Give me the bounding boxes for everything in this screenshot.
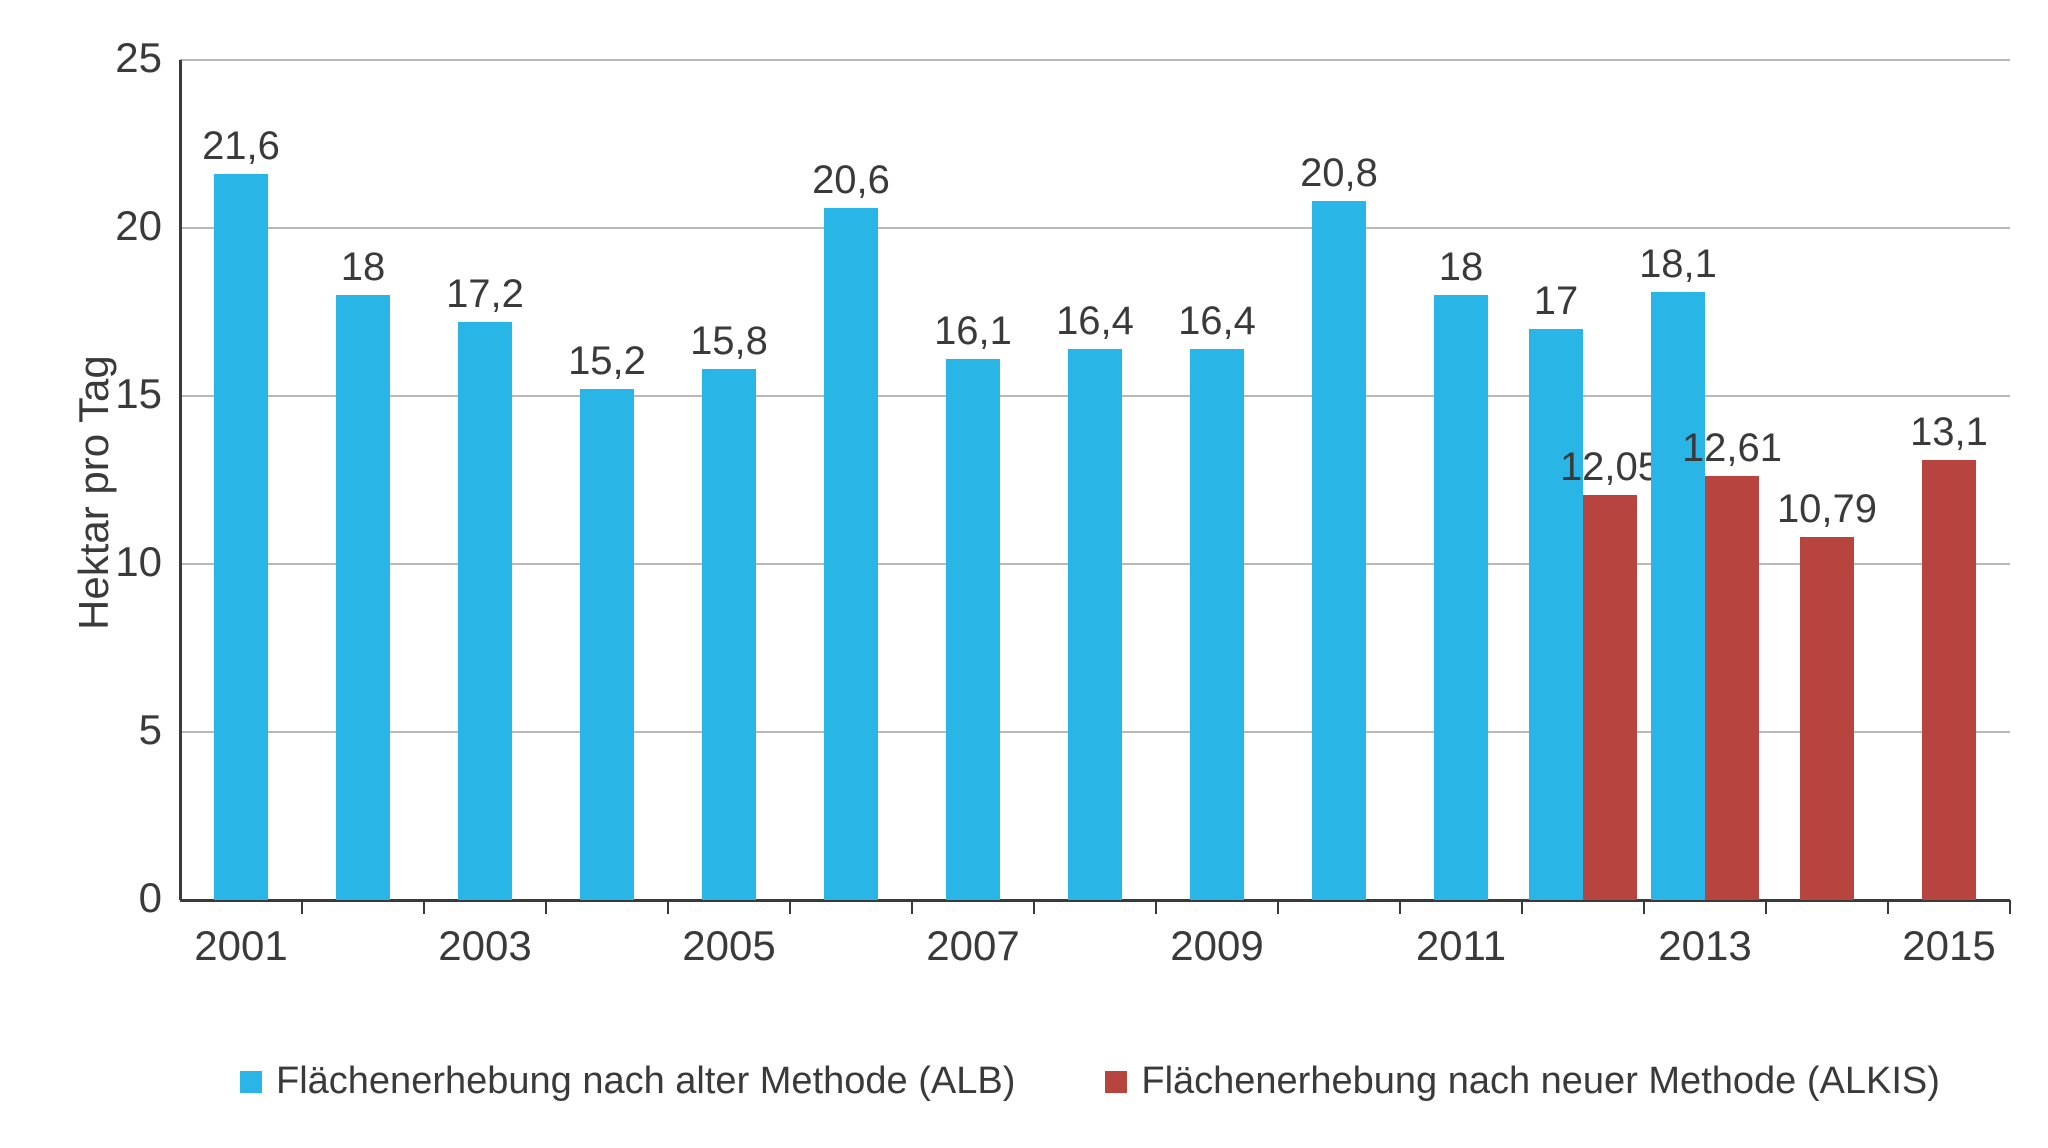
- bar-alb: [336, 295, 390, 900]
- y-tick-label: 15: [115, 370, 162, 418]
- bar-value-label: 16,4: [1157, 299, 1277, 344]
- gridline: [180, 227, 2010, 229]
- x-tick-label: 2015: [1894, 922, 2004, 970]
- bar-alkis: [1922, 460, 1976, 900]
- bar-alb: [702, 369, 756, 900]
- y-tick-label: 5: [139, 706, 162, 754]
- bar-value-label: 18: [303, 245, 423, 290]
- bar-value-label: 16,4: [1035, 299, 1155, 344]
- legend-label: Flächenerhebung nach neuer Methode (ALKI…: [1141, 1060, 1940, 1103]
- x-tick-mark: [301, 900, 303, 914]
- bar-value-label: 17: [1496, 279, 1616, 324]
- x-tick-mark: [911, 900, 913, 914]
- bar-chart: 0 5 10 15 20 25 Hektar pro Tag 21,6 1817,215,215…: [0, 0, 2048, 1148]
- x-tick-label: 2005: [674, 922, 784, 970]
- x-tick-mark: [423, 900, 425, 914]
- y-tick-label: 25: [115, 34, 162, 82]
- gridline: [180, 59, 2010, 61]
- x-tick-label: 2007: [918, 922, 1028, 970]
- bar-value-label: 20,8: [1279, 151, 1399, 196]
- x-tick-mark: [1521, 900, 1523, 914]
- bar-value-label: 17,2: [425, 272, 545, 317]
- bar-alkis: [1705, 476, 1759, 900]
- bar-value-label: 12,61: [1662, 426, 1802, 471]
- bar-alb: [458, 322, 512, 900]
- bar-alb: [1434, 295, 1488, 900]
- x-tick-mark: [2009, 900, 2011, 914]
- y-tick-label: 0: [139, 874, 162, 922]
- x-tick-mark: [545, 900, 547, 914]
- bar-value-label: 15,2: [547, 339, 667, 384]
- bar-value-label: 20,6: [791, 158, 911, 203]
- bar-value-label: 18,1: [1618, 242, 1738, 287]
- y-axis: [179, 60, 182, 900]
- bar-alkis: [1583, 495, 1637, 900]
- x-tick-mark: [1765, 900, 1767, 914]
- bar-value-label: 21,6: [181, 124, 301, 169]
- x-tick-label: 2013: [1650, 922, 1760, 970]
- x-tick-mark: [1887, 900, 1889, 914]
- legend-swatch-icon: [240, 1071, 262, 1093]
- x-tick-label: 2011: [1406, 922, 1516, 970]
- x-tick-label: 2001: [186, 922, 296, 970]
- x-tick-label: 2009: [1162, 922, 1272, 970]
- bar-value-label: 15,8: [669, 319, 789, 364]
- legend-swatch-icon: [1105, 1071, 1127, 1093]
- x-tick-label: 2003: [430, 922, 540, 970]
- legend-item: Flächenerhebung nach neuer Methode (ALKI…: [1105, 1060, 1940, 1103]
- legend-item: Flächenerhebung nach alter Methode (ALB): [240, 1060, 1015, 1103]
- bar-alb: [580, 389, 634, 900]
- bar-alkis: [1800, 537, 1854, 900]
- bar-alb: [214, 174, 268, 900]
- x-tick-mark: [1643, 900, 1645, 914]
- x-tick-mark: [1399, 900, 1401, 914]
- x-tick-mark: [667, 900, 669, 914]
- bar-alb: [824, 208, 878, 900]
- x-tick-mark: [1033, 900, 1035, 914]
- bar-value-label: 13,1: [1879, 410, 2019, 455]
- bar-alb: [1190, 349, 1244, 900]
- bar-alb: [1651, 292, 1705, 900]
- y-tick-label: 20: [115, 202, 162, 250]
- bar-alb: [1068, 349, 1122, 900]
- bar-value-label: 16,1: [913, 309, 1033, 354]
- legend: Flächenerhebung nach alter Methode (ALB)…: [240, 1060, 1940, 1103]
- x-tick-mark: [1155, 900, 1157, 914]
- x-tick-mark: [789, 900, 791, 914]
- y-tick-label: 10: [115, 538, 162, 586]
- bar-alb: [1529, 329, 1583, 900]
- legend-label: Flächenerhebung nach alter Methode (ALB): [276, 1060, 1015, 1103]
- bar-alb: [1312, 201, 1366, 900]
- bar-value-label: 10,79: [1757, 487, 1897, 532]
- bar-alb: [946, 359, 1000, 900]
- x-tick-mark: [1277, 900, 1279, 914]
- y-axis-title: Hektar pro Tag: [70, 355, 118, 630]
